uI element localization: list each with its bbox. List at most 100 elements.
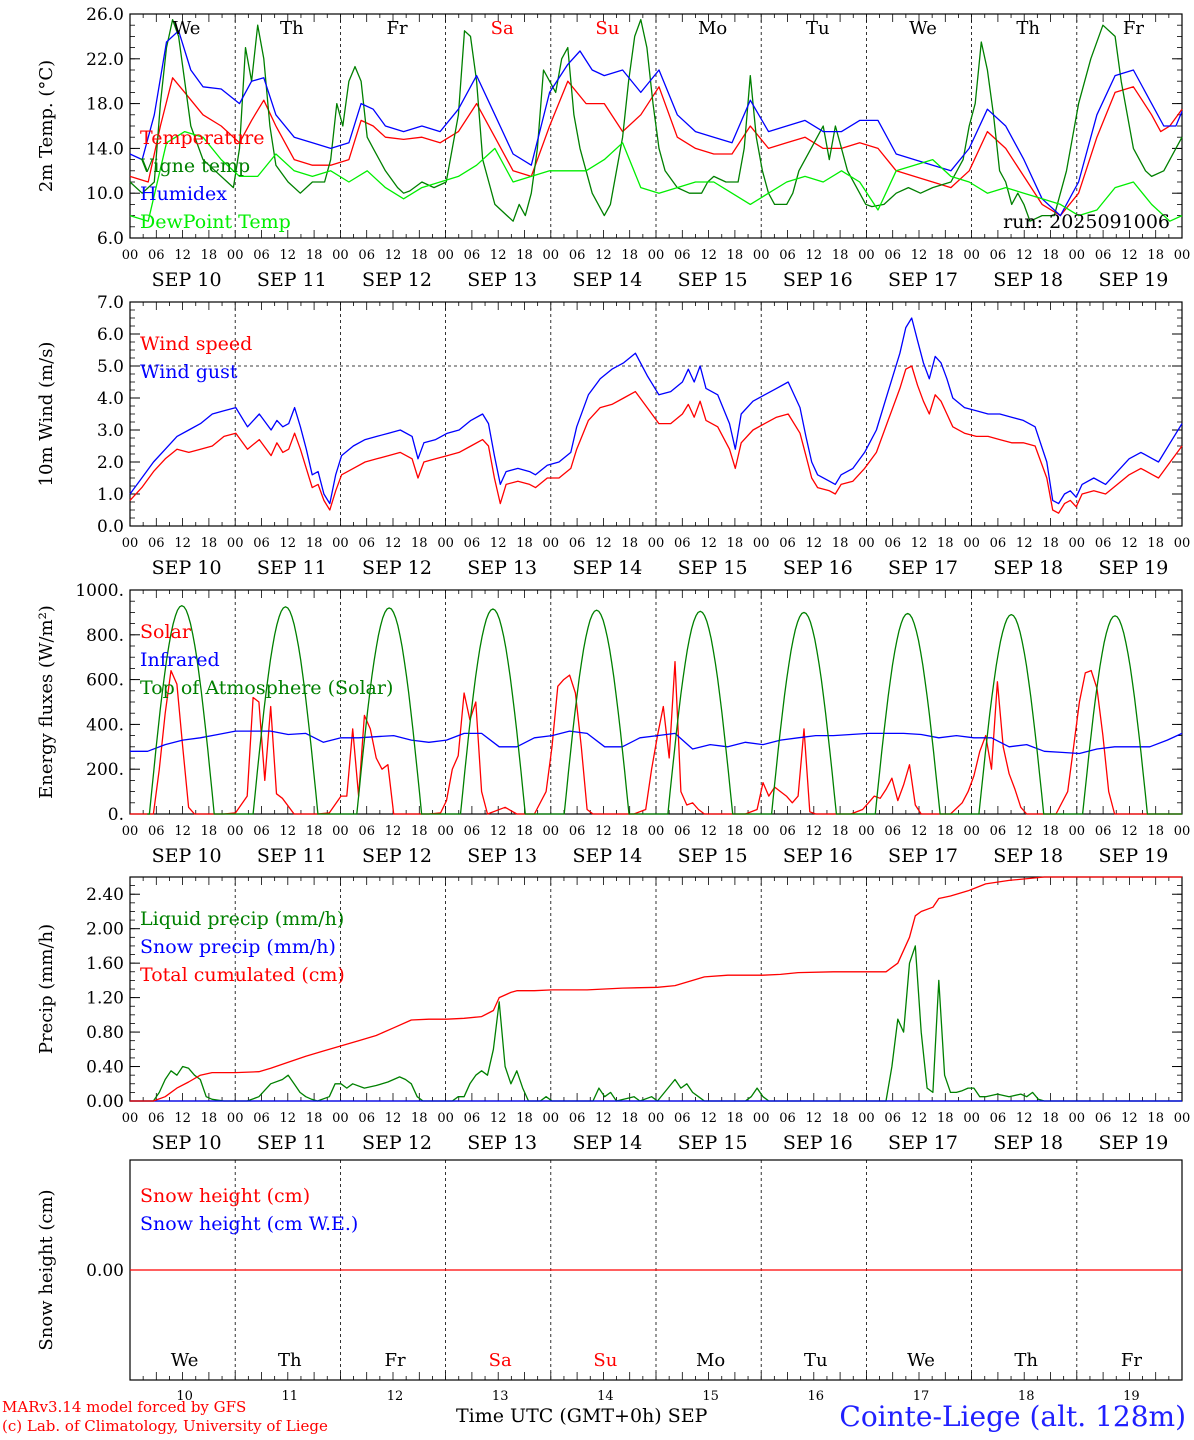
series-line-dewpoint-temp <box>129 130 1183 222</box>
weekday-label: We <box>907 1350 935 1371</box>
weekday-label: Su <box>595 18 619 39</box>
y-axis-label: Energy fluxes (W/m²) <box>36 605 57 799</box>
hour-tick-label: 18 <box>306 824 323 839</box>
date-label: SEP 13 <box>467 269 537 291</box>
date-label: SEP 11 <box>257 1132 327 1154</box>
y-tick-label: 6.0 <box>97 325 124 345</box>
weekday-label: Sa <box>491 18 514 39</box>
hour-tick-label: 00 <box>122 248 139 263</box>
series-line-top-of-atmosphere-solar <box>147 605 1182 815</box>
panel-4: 0.00 0.40 0.80 1.20 1.60 2.00 2.40 Precip (mm/h… <box>36 876 1190 1154</box>
y-tick-label: 600. <box>86 671 124 691</box>
hour-tick-label: 12 <box>911 1111 928 1126</box>
hour-tick-label: 18 <box>516 536 533 551</box>
hour-tick-label: 00 <box>858 536 875 551</box>
date-label: SEP 19 <box>1098 1132 1168 1154</box>
hour-tick-label: 00 <box>1069 824 1086 839</box>
hour-tick-label: 00 <box>437 1111 454 1126</box>
hour-tick-label: 12 <box>174 1111 191 1126</box>
hour-tick-label: 00 <box>858 1111 875 1126</box>
hour-tick-label: 18 <box>201 1111 218 1126</box>
hour-tick-label: 06 <box>990 248 1007 263</box>
panel-5: 0.00 Snow height (cm) Snow height (cm) Snow… <box>36 1159 1183 1404</box>
date-label: SEP 17 <box>888 269 958 291</box>
hour-tick-label: 12 <box>595 824 612 839</box>
hour-tick-label: 06 <box>569 1111 586 1126</box>
hour-tick-label: 06 <box>253 824 270 839</box>
hour-tick-label: 00 <box>963 248 980 263</box>
panel-1: 6.0 10.0 14.0 18.0 22.0 26.0 2m Temp. (°C) Temp… <box>36 5 1190 291</box>
legend-entry: DewPoint Temp <box>140 211 291 233</box>
day-number-label: 17 <box>913 1389 930 1404</box>
hour-tick-label: 00 <box>543 248 560 263</box>
weekday-label: Mo <box>698 18 727 39</box>
hour-tick-label: 00 <box>753 248 770 263</box>
hour-tick-label: 06 <box>464 824 481 839</box>
hour-tick-label: 06 <box>569 824 586 839</box>
series-line-temperature <box>129 77 1183 217</box>
hour-tick-label: 18 <box>937 536 954 551</box>
legend-entry: Liquid precip (mm/h) <box>140 908 344 930</box>
day-number-label: 14 <box>597 1389 614 1404</box>
date-label: SEP 18 <box>993 1132 1063 1154</box>
hour-tick-label: 18 <box>621 1111 638 1126</box>
hour-tick-label: 00 <box>858 248 875 263</box>
model-line: MARv3.14 model forced by GFS <box>2 1398 247 1416</box>
hour-tick-label: 06 <box>1095 1111 1112 1126</box>
y-tick-label: 800. <box>86 626 124 646</box>
date-label: SEP 11 <box>257 845 327 867</box>
hour-tick-label: 12 <box>490 536 507 551</box>
date-label: SEP 15 <box>678 269 748 291</box>
hour-tick-label: 18 <box>306 248 323 263</box>
date-label: SEP 10 <box>152 269 222 291</box>
hour-tick-label: 12 <box>806 1111 823 1126</box>
hour-tick-label: 06 <box>884 824 901 839</box>
date-label: SEP 17 <box>888 1132 958 1154</box>
hour-tick-label: 00 <box>227 1111 244 1126</box>
date-label: SEP 11 <box>257 269 327 291</box>
hour-tick-label: 18 <box>411 248 428 263</box>
weekday-label: Th <box>1016 18 1040 39</box>
hour-tick-label: 18 <box>727 248 744 263</box>
hour-tick-label: 00 <box>332 248 349 263</box>
y-tick-label: 1000. <box>75 581 124 601</box>
date-label: SEP 14 <box>572 845 642 867</box>
hour-tick-label: 00 <box>648 824 665 839</box>
date-label: SEP 16 <box>783 269 853 291</box>
hour-tick-label: 06 <box>1095 536 1112 551</box>
hour-tick-label: 12 <box>700 1111 717 1126</box>
hour-tick-label: 12 <box>385 248 402 263</box>
hour-tick-label: 00 <box>1069 536 1086 551</box>
hour-tick-label: 12 <box>174 824 191 839</box>
weekday-label: Th <box>278 1350 302 1371</box>
legend-entry: Infrared <box>140 649 220 671</box>
y-tick-label: 400. <box>86 715 124 735</box>
run-label: run: 2025091006 <box>1003 211 1170 233</box>
weekday-label: Th <box>1014 1350 1038 1371</box>
hour-tick-label: 00 <box>963 536 980 551</box>
y-axis-label: 2m Temp. (°C) <box>36 60 57 192</box>
hour-tick-label: 00 <box>227 536 244 551</box>
hour-tick-label: 06 <box>884 536 901 551</box>
hour-tick-label: 12 <box>1016 536 1033 551</box>
date-label: SEP 10 <box>152 557 222 579</box>
hour-tick-label: 00 <box>122 1111 139 1126</box>
hour-tick-label: 18 <box>727 824 744 839</box>
date-label: SEP 16 <box>783 845 853 867</box>
y-tick-label: 2.40 <box>86 885 124 905</box>
y-tick-label: 14.0 <box>86 139 124 159</box>
hour-tick-label: 12 <box>806 248 823 263</box>
hour-tick-label: 18 <box>1042 824 1059 839</box>
date-label: SEP 14 <box>572 1132 642 1154</box>
hour-tick-label: 12 <box>595 536 612 551</box>
hour-tick-label: 18 <box>516 248 533 263</box>
y-tick-label: 1.20 <box>86 989 124 1009</box>
date-label: SEP 15 <box>678 845 748 867</box>
hour-tick-label: 18 <box>1147 248 1164 263</box>
hour-tick-label: 12 <box>1121 248 1138 263</box>
hour-tick-label: 12 <box>595 248 612 263</box>
hour-tick-label: 18 <box>937 1111 954 1126</box>
hour-tick-label: 18 <box>516 1111 533 1126</box>
hour-tick-label: 00 <box>963 824 980 839</box>
hour-tick-label: 06 <box>358 536 375 551</box>
